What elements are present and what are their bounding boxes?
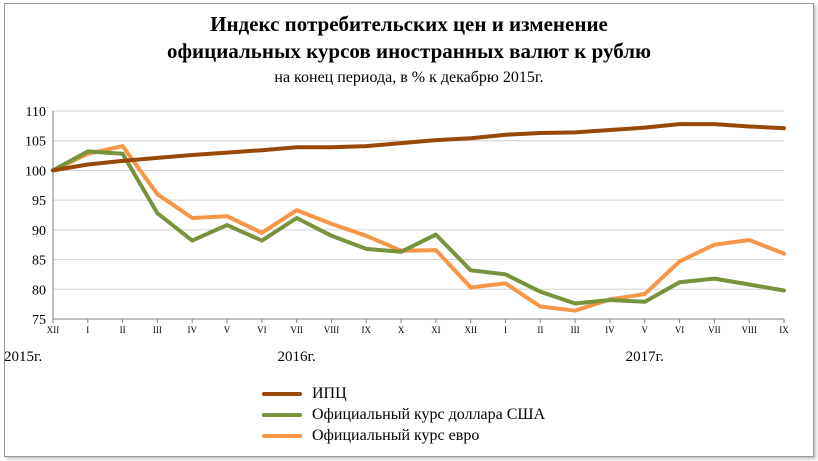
x-tick-label: IX <box>779 325 789 335</box>
y-tick-label: 100 <box>25 164 46 179</box>
x-tick-label: IX <box>362 325 372 335</box>
x-tick-label: VIII <box>741 325 757 335</box>
legend-item: ИПЦ <box>262 383 545 404</box>
series-line-2 <box>51 144 786 313</box>
legend-label: Официальный курс доллара США <box>312 405 546 423</box>
year-label: 2017г. <box>626 349 664 365</box>
x-tick-label: XII <box>464 325 477 335</box>
x-tick-label: IV <box>605 325 615 335</box>
x-tick-label: XII <box>47 325 60 335</box>
x-tick-label: IV <box>187 325 197 335</box>
series-line-0 <box>51 122 786 173</box>
y-tick-label: 75 <box>32 313 46 328</box>
chart-title-line-2: официальных курсов иностранных валют к р… <box>166 39 652 63</box>
x-tick-label: II <box>537 325 543 335</box>
x-tick-label: V <box>642 325 649 335</box>
x-tick-label: III <box>571 325 580 335</box>
series-line-1 <box>51 149 786 306</box>
y-tick-label: 95 <box>32 194 46 209</box>
legend: ИПЦ Официальный курс доллара США Официальн… <box>262 383 545 446</box>
x-tick-label: X <box>398 325 405 335</box>
y-tick-label: 105 <box>25 135 46 150</box>
legend-item: Официальный курс евро <box>262 425 545 446</box>
x-tick-label: II <box>120 325 126 335</box>
y-tick-label: 110 <box>26 105 46 120</box>
legend-swatch <box>262 391 302 396</box>
chart-title-line-1: Индекс потребительских цен и изменение <box>210 12 608 36</box>
x-tick-label: III <box>153 325 162 335</box>
year-label: 2016г. <box>278 349 316 365</box>
legend-label: Официальный курс евро <box>312 426 480 444</box>
x-tick-label: VI <box>675 325 685 335</box>
x-tick-label: VIII <box>324 325 340 335</box>
x-tick-label: I <box>86 325 89 335</box>
legend-swatch <box>262 412 302 417</box>
x-tick-label: I <box>504 325 507 335</box>
legend-label: ИПЦ <box>312 384 347 402</box>
x-tick-label: VI <box>257 325 267 335</box>
chart-subtitle: на конец периода, в % к декабрю 2015г. <box>274 69 544 86</box>
legend-item: Официальный курс доллара США <box>262 404 545 425</box>
legend-swatch <box>262 433 302 438</box>
x-tick-label: V <box>224 325 231 335</box>
series-lines <box>51 122 786 313</box>
x-tick-label: VII <box>708 325 721 335</box>
y-tick-label: 80 <box>32 283 46 298</box>
axes <box>52 111 785 323</box>
y-tick-label: 85 <box>32 254 46 269</box>
year-label: 2015г. <box>4 349 42 365</box>
y-tick-label: 90 <box>32 224 46 239</box>
x-tick-label: VII <box>290 325 303 335</box>
x-tick-label: XI <box>431 325 441 335</box>
